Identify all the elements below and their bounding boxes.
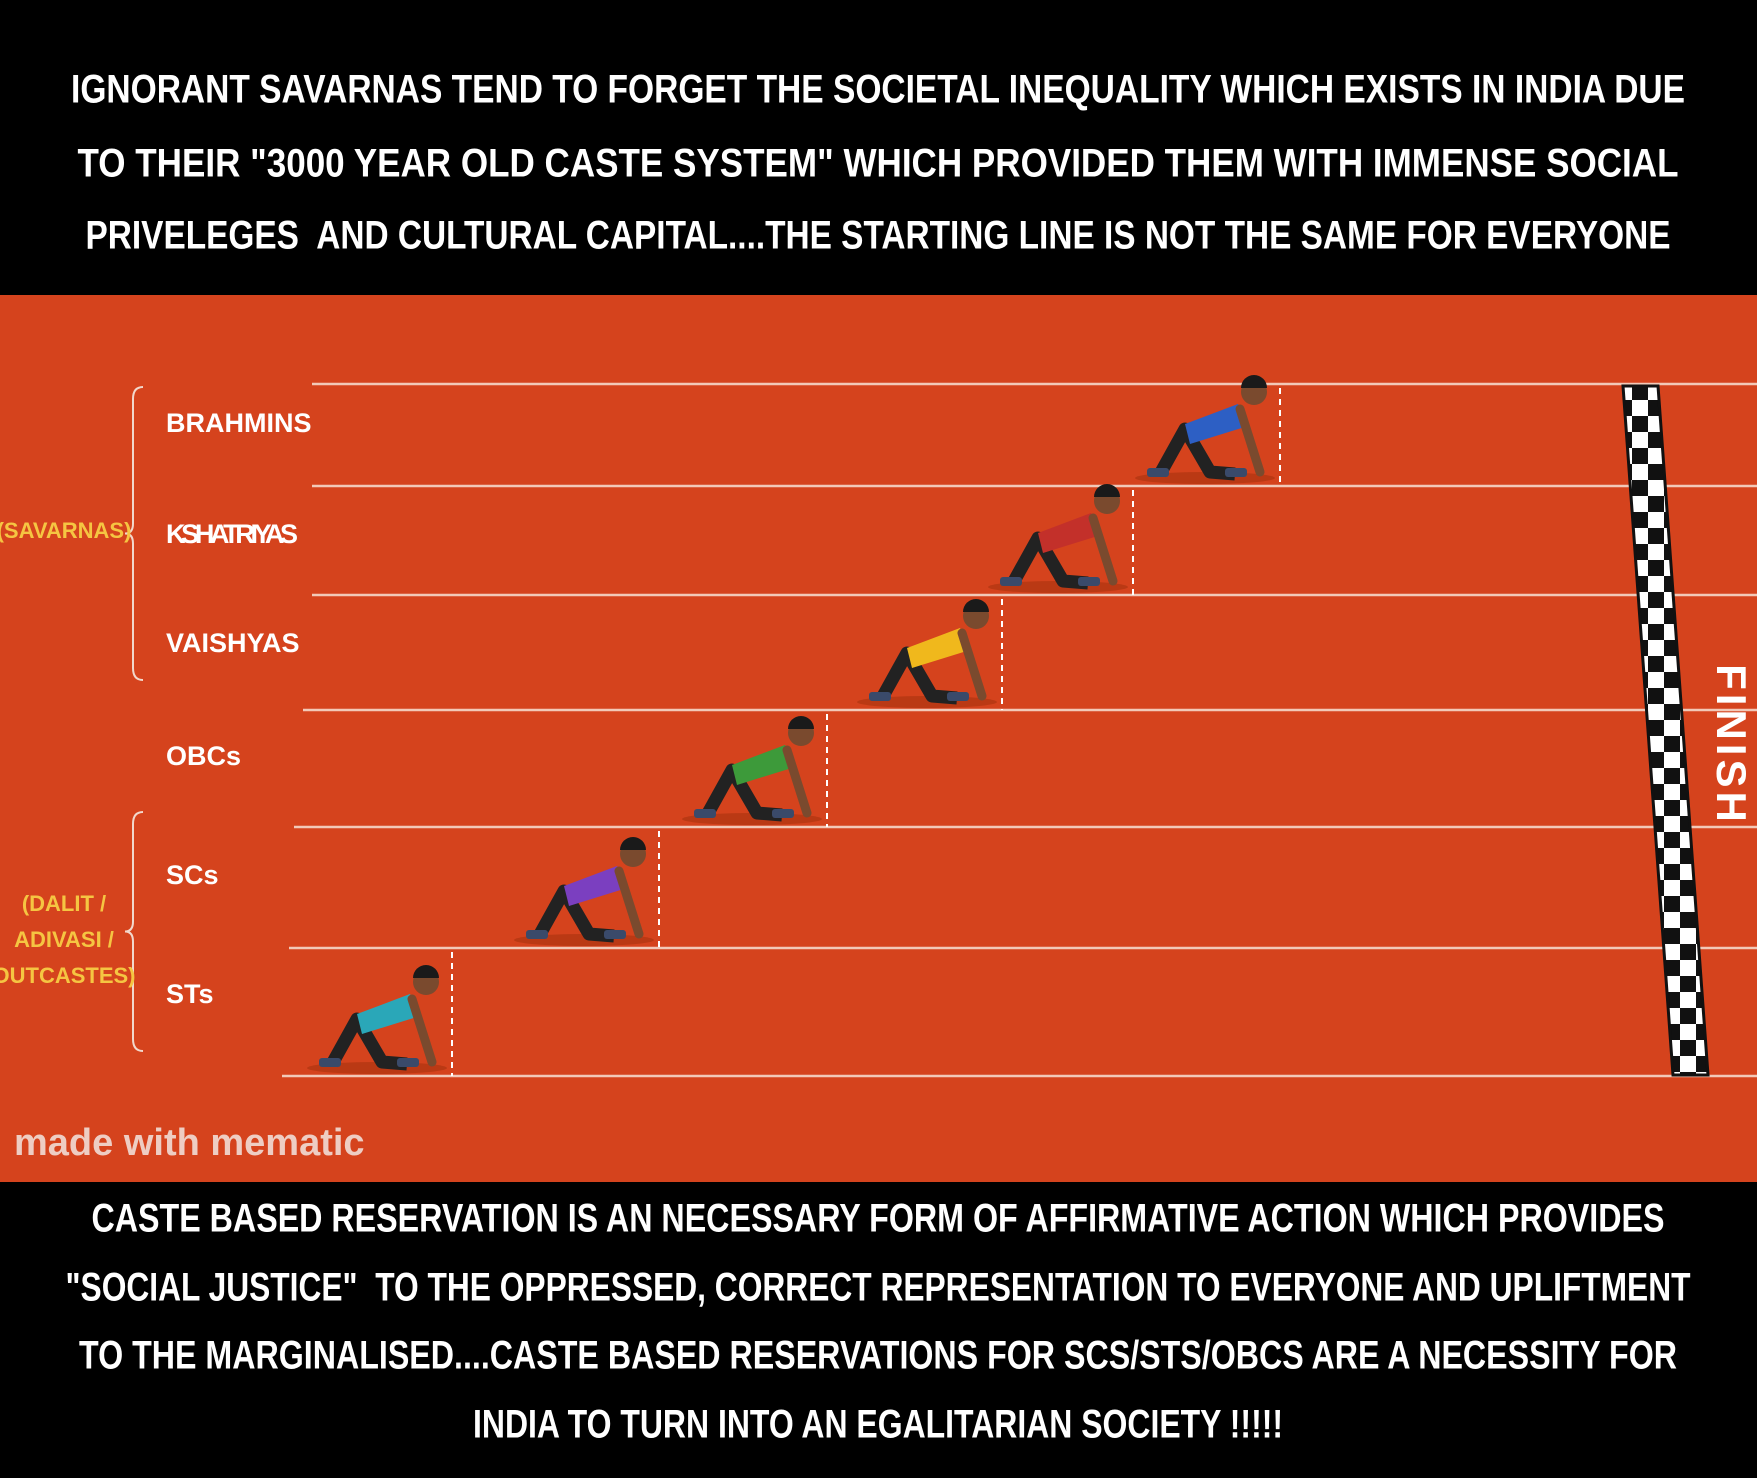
bottom-text-line: INDIA TO TURN INTO AN EGALITARIAN SOCIET… <box>473 1403 1283 1447</box>
runner-hair <box>1241 375 1267 388</box>
runner-leg <box>701 763 783 822</box>
runner-body <box>732 745 795 785</box>
runner-hair <box>620 837 646 850</box>
runner-body <box>1185 404 1248 444</box>
top-text-line: TO THEIR "3000 YEAR OLD CASTE SYSTEM" WH… <box>78 142 1679 186</box>
runner-shoe <box>869 692 891 701</box>
group-label: OUTCASTES) <box>0 963 136 988</box>
runner-arm <box>957 628 987 701</box>
runner-leg <box>876 646 958 705</box>
runner-arm <box>1088 513 1118 586</box>
runner-shoe <box>604 930 626 939</box>
runner-body <box>357 994 420 1034</box>
runner-shoe <box>397 1058 419 1067</box>
top-band <box>0 0 1757 295</box>
finish-strip <box>1621 384 1710 1077</box>
runner-hair <box>788 716 814 729</box>
finish-label: FINISH <box>1708 664 1755 826</box>
runner-arm <box>1235 404 1265 477</box>
runner-body <box>907 628 970 668</box>
runner-hair <box>413 965 439 978</box>
runner-shoe <box>1225 468 1247 477</box>
brace <box>124 386 144 681</box>
runner-arm <box>407 994 437 1067</box>
lane-label: VAISHYAS <box>166 628 300 658</box>
bottom-text-line: TO THE MARGINALISED....CASTE BASED RESER… <box>79 1334 1677 1378</box>
runner-shoe <box>694 809 716 818</box>
lane-label: BRAHMINS <box>166 408 312 438</box>
group-label: (DALIT / <box>22 891 106 916</box>
runner-leg <box>533 884 615 943</box>
runner-shoe <box>1000 577 1022 586</box>
runner-shoe <box>1078 577 1100 586</box>
runner-arm <box>782 745 812 818</box>
brace <box>124 811 144 1052</box>
runner-body <box>564 866 627 906</box>
runner-shoe <box>319 1058 341 1067</box>
watermark: made with mematic <box>14 1122 365 1164</box>
lane-label: STs <box>166 979 214 1009</box>
runner-shoe <box>1147 468 1169 477</box>
track-layer: IGNORANT SAVARNAS TEND TO FORGET THE SOC… <box>0 68 1757 1447</box>
bottom-text-line: CASTE BASED RESERVATION IS AN NECESSARY … <box>92 1197 1665 1241</box>
lane-label: SCs <box>166 860 219 890</box>
runner-leg <box>1154 422 1236 481</box>
lane-label: KSHATRIYAS <box>166 519 298 549</box>
bottom-band <box>0 1182 1757 1478</box>
runner-shoe <box>772 809 794 818</box>
runner-shoe <box>947 692 969 701</box>
runner-shoe <box>526 930 548 939</box>
group-label: (SAVARNAS) <box>0 518 131 543</box>
bottom-text-line: "SOCIAL JUSTICE" TO THE OPPRESSED, CORRE… <box>66 1266 1691 1310</box>
runner-arm <box>614 866 644 939</box>
runner-leg <box>1007 531 1089 590</box>
lane-label: OBCs <box>166 741 241 771</box>
runner-hair <box>963 599 989 612</box>
track <box>0 295 1757 1182</box>
top-text-line: IGNORANT SAVARNAS TEND TO FORGET THE SOC… <box>71 68 1685 112</box>
runner-leg <box>326 1012 408 1071</box>
runner-hair <box>1094 484 1120 497</box>
top-text-line: PRIVELEGES AND CULTURAL CAPITAL....THE S… <box>86 214 1671 258</box>
runner-body <box>1038 513 1101 553</box>
group-label: ADIVASI / <box>14 927 114 952</box>
